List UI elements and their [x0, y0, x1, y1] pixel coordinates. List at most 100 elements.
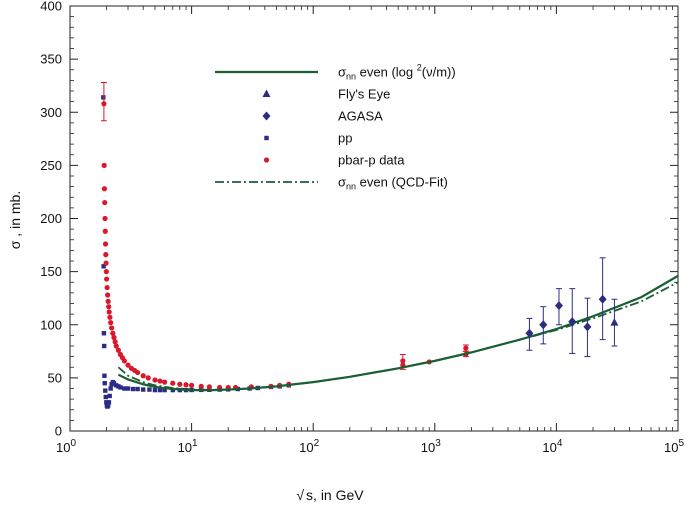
y-axis-label: σ , in mb. — [7, 191, 23, 249]
data-point — [157, 387, 163, 393]
data-point — [102, 215, 108, 222]
legend-superscript: 2 — [417, 63, 422, 73]
y-tick-label: 200 — [40, 211, 62, 226]
x-axis-ticks: 100 101 102 103 104 105 — [56, 6, 684, 455]
data-point — [125, 362, 131, 368]
data-point — [102, 199, 108, 206]
legend-subscript: nn — [346, 72, 356, 82]
y-axis-ticks: 0 50 100 150 200 250 300 350 400 — [40, 0, 678, 439]
legend-swatch-circle — [263, 157, 270, 163]
data-point — [152, 387, 158, 393]
data-point — [106, 309, 112, 315]
fit-line-qcd — [117, 281, 679, 391]
data-point — [554, 301, 563, 311]
x-tick-label: 102 — [299, 438, 319, 455]
legend-label: pp — [338, 131, 352, 146]
data-point — [104, 276, 110, 282]
y-tick-label: 50 — [48, 370, 62, 385]
data-point — [108, 320, 114, 326]
data-point — [118, 385, 123, 390]
data-point — [101, 264, 106, 269]
x-tick-exponent: 2 — [314, 438, 320, 449]
x-tick-base: 10 — [664, 440, 678, 455]
data-point — [177, 381, 183, 387]
data-point — [539, 320, 548, 330]
data-point — [109, 325, 115, 331]
x-tick-base: 10 — [421, 440, 435, 455]
legend-sigma: σ — [338, 175, 346, 190]
x-tick-label: 105 — [664, 438, 684, 455]
x-tick-base: 10 — [178, 440, 192, 455]
data-point — [101, 331, 107, 336]
data-point — [103, 394, 109, 400]
y-tick-label: 400 — [40, 0, 62, 14]
data-point — [610, 318, 619, 326]
data-point — [110, 330, 116, 336]
y-tick-label: 0 — [55, 424, 62, 439]
data-point — [111, 380, 117, 386]
data-point — [400, 358, 406, 364]
data-point — [141, 387, 146, 392]
legend-text: (ν/m)) — [422, 65, 456, 80]
legend-text: even (log — [356, 65, 417, 80]
data-point — [170, 380, 176, 386]
data-point — [101, 162, 107, 168]
x-tick-base: 10 — [56, 440, 70, 455]
data-point — [135, 369, 141, 376]
data-point — [568, 317, 577, 327]
data-point — [463, 345, 469, 351]
data-point — [198, 383, 204, 389]
legend-subscript: nn — [346, 182, 356, 192]
data-point — [101, 343, 107, 349]
data-point — [113, 343, 119, 349]
legend-swatch-diamond — [262, 111, 271, 121]
legend-swatch-triangle — [262, 89, 271, 97]
x-axis-label: √ s, in GeV — [296, 487, 364, 503]
x-tick-label: 104 — [542, 438, 562, 455]
data-point — [115, 347, 121, 353]
data-point — [583, 322, 592, 332]
x-tick-label: 101 — [178, 438, 198, 455]
x-tick-label: 100 — [56, 438, 76, 455]
series-nn-even-log-m — [117, 274, 679, 392]
data-point — [106, 400, 112, 405]
data-point — [162, 387, 167, 393]
data-point — [105, 292, 111, 298]
x-tick-exponent: 4 — [557, 438, 563, 449]
data-point — [104, 400, 109, 405]
legend-label: pbar-p data — [338, 153, 405, 168]
data-point — [525, 328, 534, 338]
legend: σnn even (log 2(ν/m))Fly's EyeAGASApppba… — [215, 63, 456, 192]
data-point — [598, 294, 607, 304]
data-point — [121, 358, 127, 364]
data-point — [135, 386, 140, 392]
data-point — [103, 260, 109, 266]
series-agasa — [525, 257, 607, 358]
x-tick-label: 103 — [421, 438, 441, 455]
data-point — [147, 387, 152, 392]
series-pbar-p-data — [100, 82, 469, 391]
legend-label: AGASA — [338, 109, 383, 124]
plot-area — [100, 82, 679, 409]
x-tick-exponent: 5 — [678, 438, 684, 449]
y-tick-label: 350 — [40, 52, 62, 67]
data-point — [101, 186, 108, 192]
legend-sigma: σ — [338, 65, 346, 80]
series-nn-even-qcd-fit — [117, 281, 679, 391]
data-point — [112, 339, 118, 345]
data-point — [107, 393, 112, 399]
data-point — [102, 241, 109, 247]
data-point — [152, 377, 158, 383]
y-tick-label: 250 — [40, 158, 62, 173]
x-tick-exponent: 1 — [192, 438, 198, 449]
data-point — [145, 375, 151, 381]
data-point — [102, 380, 107, 386]
data-point — [183, 382, 189, 388]
data-point — [162, 379, 168, 385]
data-point — [157, 378, 163, 384]
legend-swatch-square — [264, 135, 269, 141]
x-tick-exponent: 0 — [70, 438, 76, 449]
y-tick-label: 150 — [40, 264, 62, 279]
data-point — [140, 373, 146, 379]
